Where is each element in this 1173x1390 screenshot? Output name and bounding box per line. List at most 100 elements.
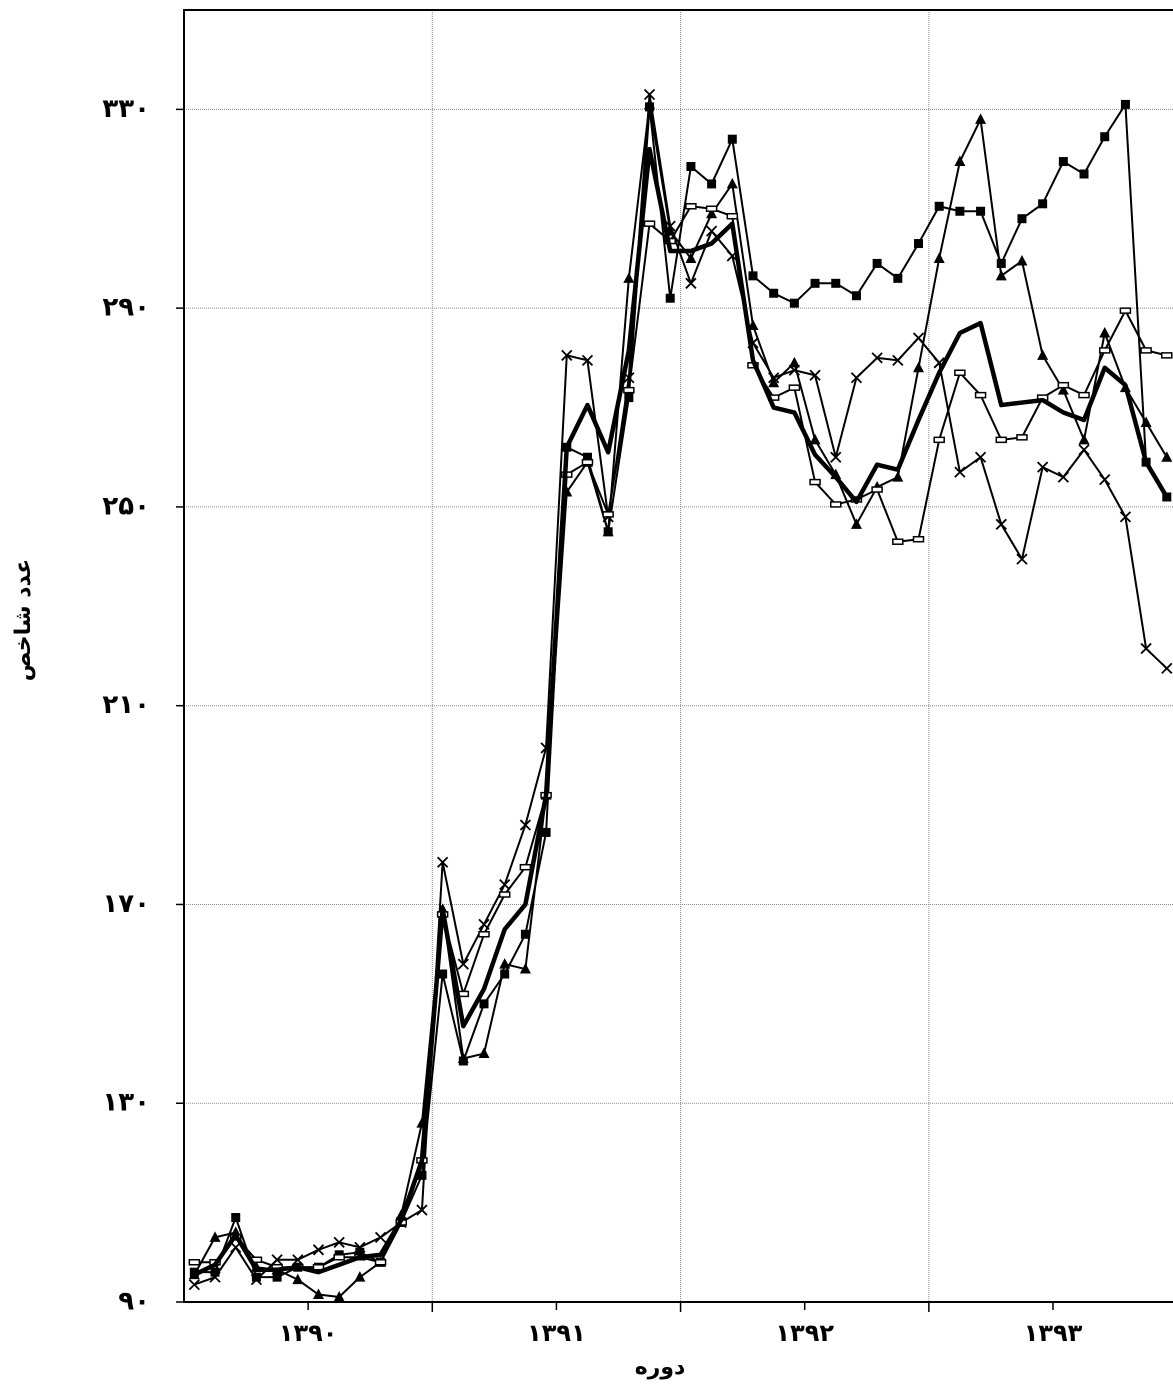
cross-marker — [292, 1254, 304, 1266]
triangle-marker — [1016, 254, 1028, 266]
triangle-marker — [788, 356, 800, 368]
square-marker — [707, 179, 717, 189]
square-marker — [624, 393, 634, 403]
dash-marker — [871, 486, 883, 493]
square-marker — [996, 258, 1006, 268]
y-tick-label: ۱۷۰ — [102, 889, 150, 919]
square-marker — [769, 288, 779, 298]
triangle-marker — [685, 252, 697, 263]
cross-marker — [768, 372, 780, 384]
y-tick-label: ۹۰ — [118, 1287, 150, 1317]
triangle-marker — [333, 1291, 345, 1302]
cross-marker — [1037, 461, 1049, 473]
square-marker — [541, 827, 551, 837]
cross-marker — [188, 1278, 200, 1291]
triangle-marker — [1078, 433, 1090, 445]
triangle-marker — [954, 155, 966, 167]
square-marker — [789, 298, 799, 308]
dash-marker — [643, 220, 656, 227]
square-marker — [686, 162, 696, 172]
square-marker — [893, 273, 903, 283]
y-axis-title: عدد شاخص — [11, 559, 36, 681]
cross-marker — [1057, 471, 1069, 483]
cross-marker — [685, 277, 697, 289]
cross-marker — [788, 364, 801, 376]
plot-frame — [183, 9, 1173, 1303]
cross-marker — [561, 349, 573, 361]
square-marker — [520, 929, 530, 939]
triangle-marker — [623, 272, 635, 283]
series-line — [193, 146, 1169, 1277]
triangle-marker — [1057, 384, 1069, 395]
triangle-marker — [354, 1271, 366, 1282]
cross-marker — [912, 332, 925, 344]
triangle-marker — [706, 207, 718, 219]
dash-marker — [912, 535, 925, 543]
dash-marker — [1057, 381, 1070, 389]
cross-marker — [643, 88, 656, 101]
y-tick-label: ۲۵۰ — [102, 491, 150, 521]
cross-marker — [1161, 662, 1173, 675]
triangle-marker — [457, 1052, 469, 1064]
series-line — [194, 93, 1168, 1286]
cross-marker — [705, 225, 718, 237]
square-marker — [1100, 132, 1110, 142]
dash-marker — [498, 891, 511, 898]
square-marker — [1079, 169, 1089, 179]
dash-marker — [1098, 347, 1111, 354]
triangle-marker — [1099, 327, 1111, 338]
dash-marker — [519, 863, 532, 871]
cross-marker — [312, 1244, 325, 1256]
x-tick-label: ۱۳۹۱ — [527, 1319, 586, 1347]
cross-marker — [809, 369, 821, 381]
square-marker — [810, 278, 820, 288]
cross-marker — [871, 352, 883, 364]
square-marker — [231, 1213, 241, 1223]
triangle-marker — [1037, 349, 1049, 360]
dash-marker — [685, 203, 697, 210]
dash-marker — [974, 391, 987, 399]
dash-marker — [623, 386, 635, 394]
cross-marker — [850, 372, 863, 384]
triangle-marker — [726, 177, 738, 189]
cross-marker — [271, 1254, 283, 1266]
cross-marker — [250, 1274, 263, 1286]
square-marker — [665, 293, 675, 303]
dash-marker — [312, 1263, 325, 1271]
triangle-marker — [602, 525, 614, 537]
triangle-marker — [850, 518, 862, 529]
cross-marker — [1140, 642, 1152, 655]
square-marker — [438, 969, 448, 979]
square-marker — [955, 206, 965, 216]
square-marker — [914, 239, 924, 249]
triangle-marker — [933, 252, 945, 263]
cross-marker — [354, 1241, 366, 1253]
dash-marker — [188, 1258, 201, 1266]
cross-marker — [457, 958, 469, 970]
dash-marker — [933, 436, 945, 444]
x-tick-label: ۱۳۹۰ — [279, 1319, 338, 1347]
square-marker — [976, 206, 986, 216]
square-marker — [727, 134, 737, 144]
cross-marker — [519, 819, 532, 831]
dash-marker — [602, 511, 614, 518]
triangle-marker — [892, 471, 904, 482]
cross-marker — [974, 451, 987, 463]
dash-marker — [1119, 307, 1132, 314]
dash-marker — [478, 931, 490, 938]
square-marker — [1120, 99, 1130, 109]
square-marker — [272, 1272, 282, 1282]
square-marker — [500, 969, 510, 979]
cross-marker — [1099, 473, 1111, 486]
square-marker — [934, 201, 944, 211]
square-marker — [851, 291, 861, 301]
triangle-marker — [809, 433, 821, 445]
square-marker — [251, 1272, 261, 1282]
cross-marker — [892, 354, 904, 366]
y-tick-label: ۲۹۰ — [102, 293, 150, 323]
cross-marker — [830, 451, 842, 463]
dash-marker — [1016, 434, 1028, 441]
dash-marker — [333, 1254, 345, 1261]
dash-marker — [788, 384, 801, 391]
